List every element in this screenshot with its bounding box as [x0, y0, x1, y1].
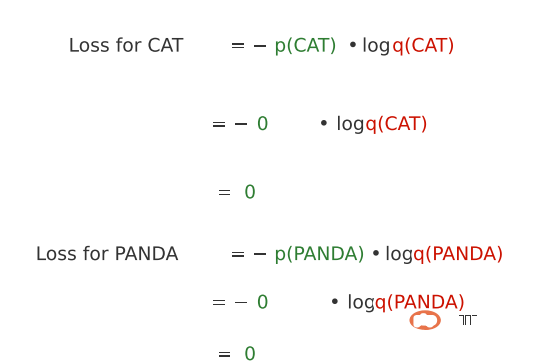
Text: •: •	[318, 115, 330, 134]
Text: q(CAT): q(CAT)	[392, 37, 455, 56]
Text: log: log	[336, 115, 365, 134]
Text: q(PANDA): q(PANDA)	[375, 293, 465, 312]
Circle shape	[411, 311, 440, 329]
Text: p(CAT): p(CAT)	[274, 37, 337, 56]
Text: •: •	[347, 37, 358, 56]
Text: q(CAT): q(CAT)	[365, 115, 428, 134]
Text: =: =	[217, 183, 233, 202]
Text: Loss for PANDA: Loss for PANDA	[35, 245, 179, 264]
Text: = −: = −	[211, 293, 249, 312]
Text: log: log	[385, 245, 413, 264]
Text: log: log	[347, 293, 376, 312]
Text: 0: 0	[244, 183, 256, 202]
Text: = −: = −	[230, 245, 268, 264]
Text: 0: 0	[257, 293, 269, 312]
Text: p(PANDA): p(PANDA)	[274, 245, 365, 264]
Text: •: •	[370, 245, 382, 264]
Text: = −: = −	[230, 37, 268, 56]
Text: php: php	[416, 316, 435, 325]
Text: 中文网: 中文网	[458, 315, 478, 325]
Text: 0: 0	[257, 115, 269, 134]
Text: •: •	[329, 293, 341, 312]
Text: 0: 0	[244, 345, 256, 364]
Text: = −: = −	[211, 115, 249, 134]
Text: Loss for CAT: Loss for CAT	[69, 37, 183, 56]
Text: log: log	[362, 37, 391, 56]
Text: q(PANDA): q(PANDA)	[413, 245, 504, 264]
Text: =: =	[217, 345, 233, 364]
